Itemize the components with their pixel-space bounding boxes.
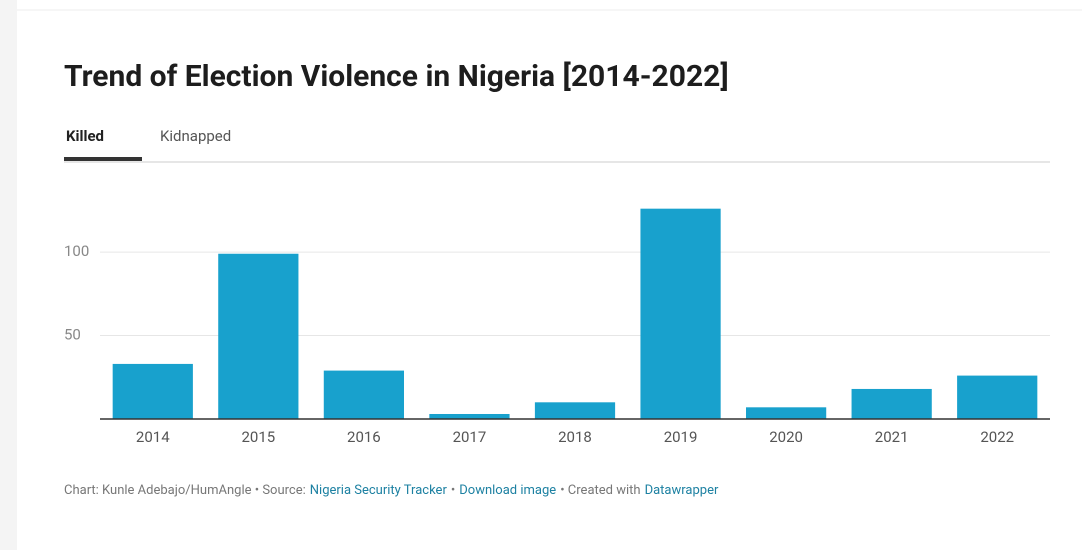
x-tick-label: 2017 xyxy=(453,428,487,446)
footer-text: • Created with xyxy=(560,483,640,498)
bar xyxy=(746,407,827,419)
y-tick-label: 50 xyxy=(64,326,81,344)
chart-title: Trend of Election Violence in Nigeria [2… xyxy=(64,59,729,94)
bar xyxy=(112,363,193,419)
bar xyxy=(957,375,1038,419)
x-tick-label: 2020 xyxy=(769,428,803,446)
x-tick-label: 2019 xyxy=(664,428,698,446)
bar xyxy=(429,413,510,419)
footer: Chart: Kunle Adebajo/HumAngle • Source: N… xyxy=(64,483,719,498)
x-tick-label: 2015 xyxy=(241,428,275,446)
bar xyxy=(218,253,299,419)
footer-link[interactable]: Datawrapper xyxy=(645,483,719,498)
bar xyxy=(323,370,404,419)
bar xyxy=(534,402,616,419)
footer-link[interactable]: Download image xyxy=(459,483,556,498)
bar xyxy=(640,208,721,419)
footer-text: Chart: Kunle Adebajo/HumAngle • Source: xyxy=(64,483,306,498)
bar xyxy=(851,388,932,419)
footer-link[interactable]: Nigeria Security Tracker xyxy=(310,483,448,498)
side-strip xyxy=(0,0,17,550)
x-tick-label: 2014 xyxy=(136,428,170,446)
x-tick-label: 2016 xyxy=(347,428,381,446)
tab[interactable]: Killed xyxy=(66,127,104,145)
x-tick-label: 2018 xyxy=(558,428,592,446)
tab-indicator xyxy=(64,157,142,161)
x-tick-label: 2021 xyxy=(875,428,909,446)
y-tick-label: 100 xyxy=(64,242,89,260)
tab[interactable]: Kidnapped xyxy=(160,127,231,145)
x-tick-label: 2022 xyxy=(980,428,1014,446)
footer-text: • xyxy=(451,483,455,498)
